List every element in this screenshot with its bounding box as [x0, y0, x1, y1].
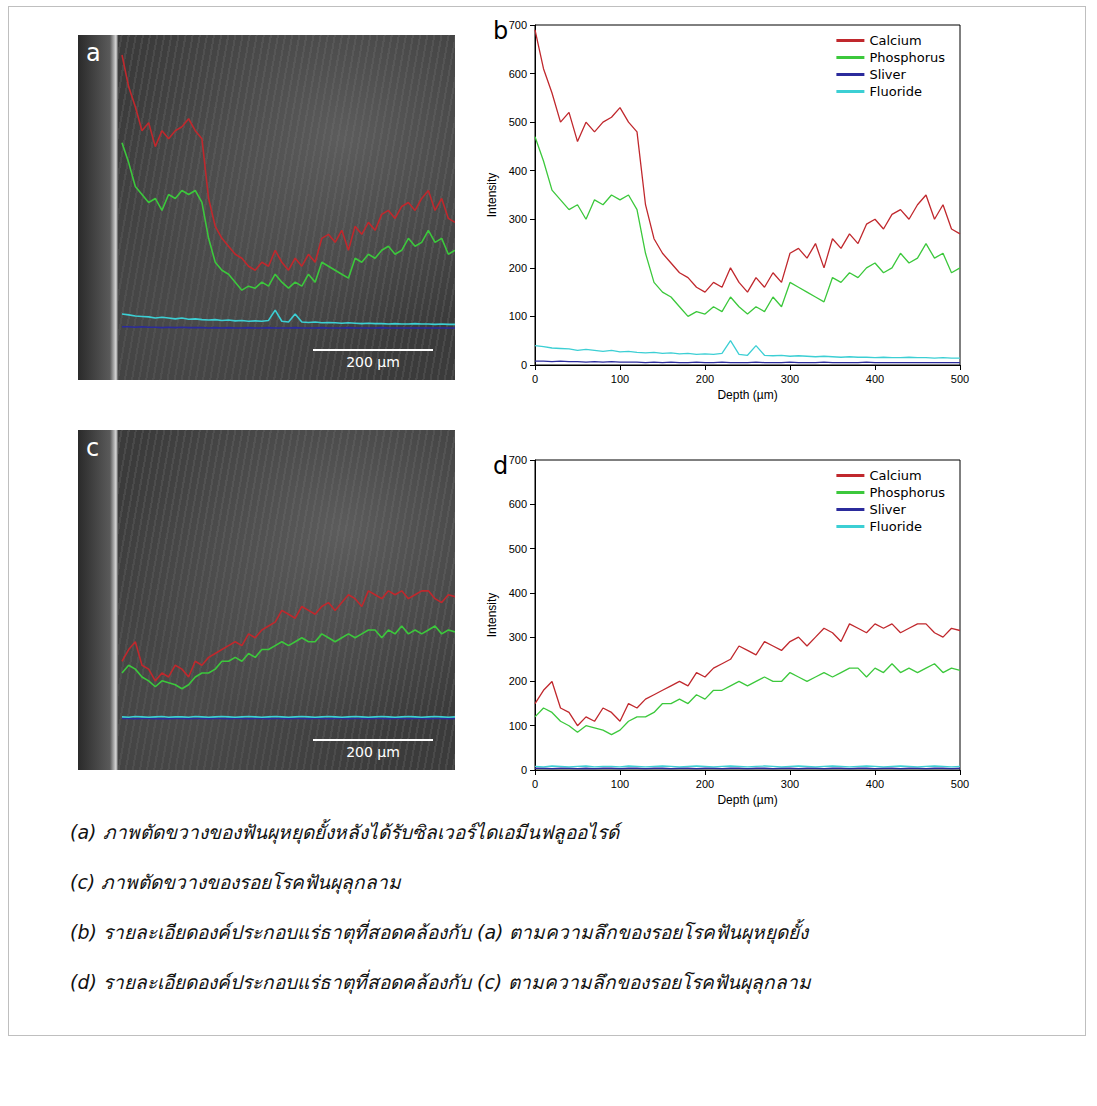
svg-text:100: 100: [509, 310, 527, 322]
svg-text:Fluoride: Fluoride: [869, 519, 922, 534]
svg-text:0: 0: [521, 764, 527, 776]
svg-text:600: 600: [509, 498, 527, 510]
svg-text:Sliver: Sliver: [869, 502, 906, 517]
svg-text:200: 200: [509, 675, 527, 687]
svg-text:400: 400: [509, 165, 527, 177]
svg-text:700: 700: [509, 19, 527, 31]
html-text:d: d: [493, 452, 509, 480]
svg-text:500: 500: [951, 373, 969, 385]
svg-text:600: 600: [509, 68, 527, 80]
svg-text:300: 300: [509, 213, 527, 225]
svg-text:Fluoride: Fluoride: [869, 84, 922, 99]
html-text:200 µm: 200 µm: [346, 744, 400, 760]
svg-text:400: 400: [866, 373, 884, 385]
svg-text:300: 300: [781, 778, 799, 790]
svg-text:0: 0: [521, 359, 527, 371]
svg-text:Intensity: Intensity: [485, 173, 499, 218]
svg-text:Phosphorus: Phosphorus: [869, 485, 945, 500]
svg-text:Calcium: Calcium: [869, 33, 921, 48]
svg-text:Depth (µm): Depth (µm): [717, 793, 777, 807]
svg-text:100: 100: [509, 720, 527, 732]
svg-text:100: 100: [611, 373, 629, 385]
html-text:(b) รายละเอียดองค์ประกอบแร่ธาต: (b) รายละเอียดองค์ประกอบแร่ธาตุที่สอดคล้…: [70, 921, 809, 943]
html-text:a: a: [86, 39, 101, 67]
svg-text:Depth (µm): Depth (µm): [717, 388, 777, 402]
svg-text:500: 500: [509, 543, 527, 555]
html-text:(c) ภาพตัดขวางของรอยโรคฟันผุลุ: (c) ภาพตัดขวางของรอยโรคฟันผุลุกลาม: [70, 871, 402, 893]
svg-text:200: 200: [696, 373, 714, 385]
svg-text:Sliver: Sliver: [869, 67, 906, 82]
html-text:c: c: [86, 434, 100, 462]
svg-text:0: 0: [532, 373, 538, 385]
svg-text:200: 200: [696, 778, 714, 790]
html-text:(d) รายละเอียดองค์ประกอบแร่ธาต: (d) รายละเอียดองค์ประกอบแร่ธาตุที่สอดคล้…: [70, 971, 812, 993]
svg-text:100: 100: [611, 778, 629, 790]
html-text:(a) ภาพตัดขวางของฟันผุหยุดยั้ง: (a) ภาพตัดขวางของฟันผุหยุดยั้งหลังได้รับ…: [70, 821, 619, 843]
svg-text:Intensity: Intensity: [485, 593, 499, 638]
svg-text:0: 0: [532, 778, 538, 790]
svg-text:200: 200: [509, 262, 527, 274]
svg-text:500: 500: [509, 116, 527, 128]
svg-text:400: 400: [866, 778, 884, 790]
svg-text:Phosphorus: Phosphorus: [869, 50, 945, 65]
html-text:b: b: [493, 17, 509, 45]
svg-text:400: 400: [509, 587, 527, 599]
svg-text:Calcium: Calcium: [869, 468, 921, 483]
svg-text:300: 300: [509, 631, 527, 643]
svg-text:500: 500: [951, 778, 969, 790]
svg-text:300: 300: [781, 373, 799, 385]
svg-text:700: 700: [509, 454, 527, 466]
html-text:200 µm: 200 µm: [346, 354, 400, 370]
